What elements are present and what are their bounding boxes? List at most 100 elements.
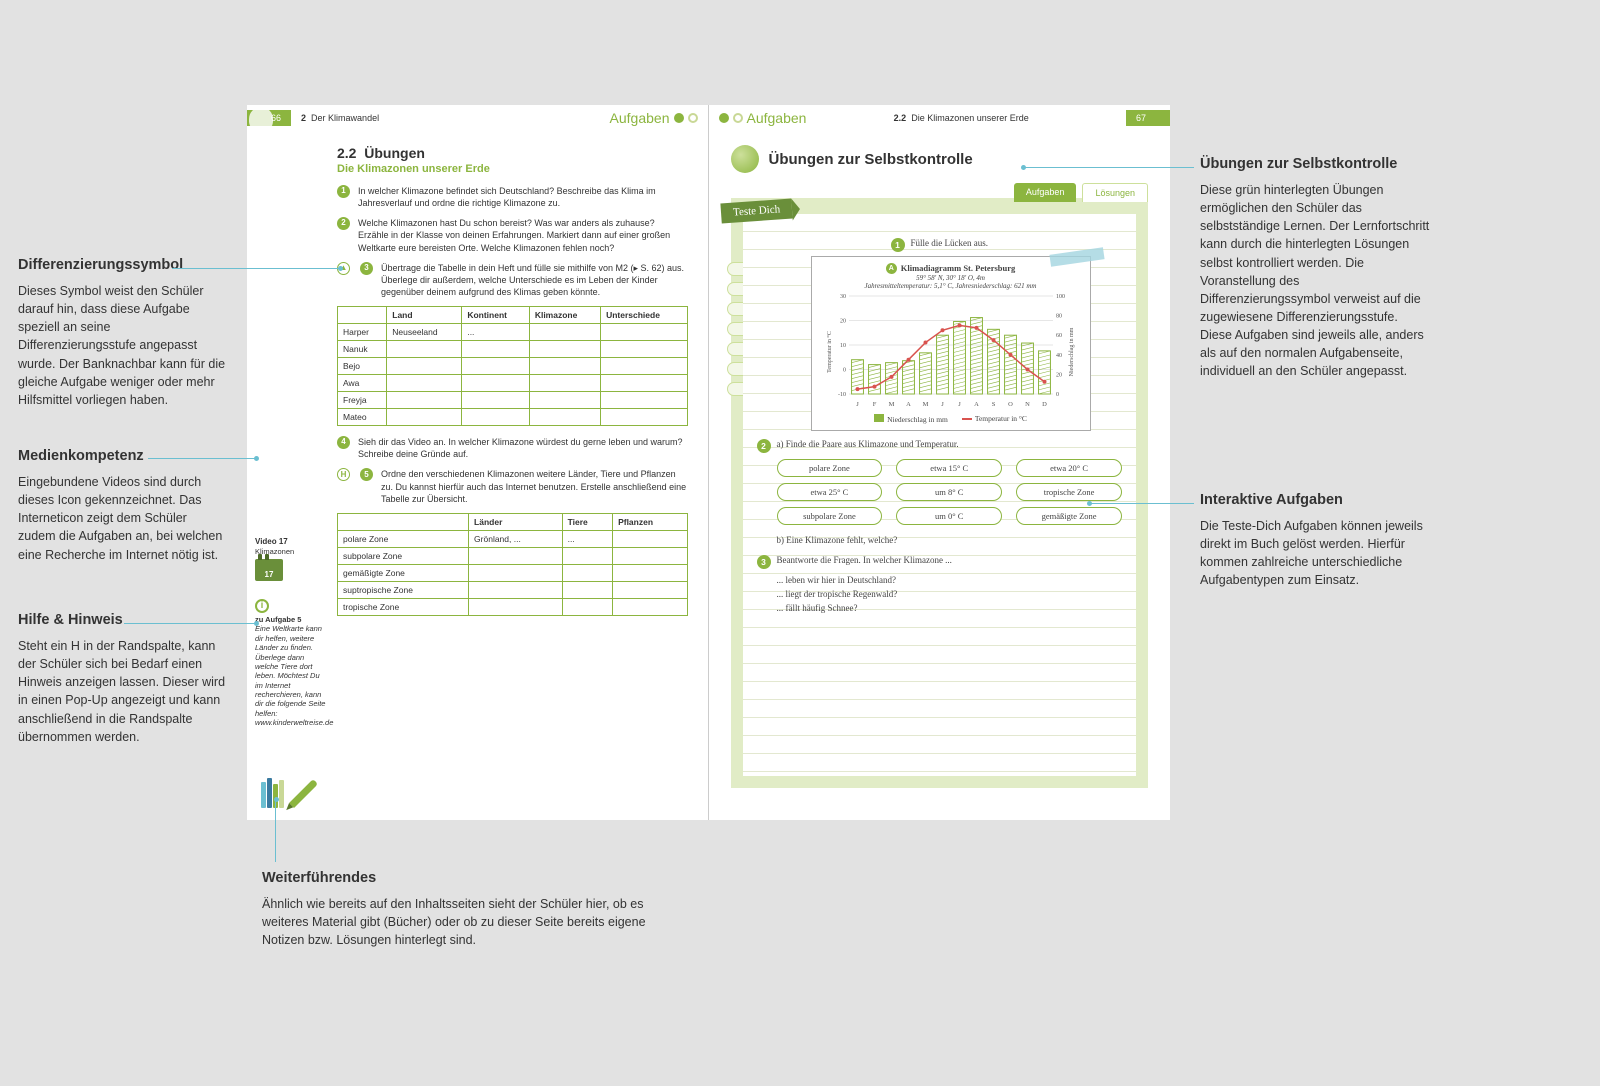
pair-pill[interactable]: gemäßigte Zone bbox=[1016, 507, 1122, 525]
table-cell[interactable] bbox=[562, 564, 612, 581]
dot-icon bbox=[688, 113, 698, 123]
margin-video-block: Video 17 Klimazonen 17 bbox=[255, 537, 329, 584]
svg-text:Niederschlag in mm: Niederschlag in mm bbox=[1069, 327, 1075, 376]
svg-text:A: A bbox=[974, 401, 979, 408]
video-clapper-icon[interactable]: 17 bbox=[255, 559, 283, 581]
table-cell[interactable] bbox=[601, 358, 687, 375]
table-cell[interactable] bbox=[469, 547, 563, 564]
svg-text:40: 40 bbox=[1056, 353, 1062, 359]
exercise-table-1: LandKontinentKlimazoneUnterschiedeHarper… bbox=[337, 306, 688, 426]
page-number-tab: 66 bbox=[247, 110, 291, 126]
table-cell[interactable] bbox=[613, 547, 687, 564]
self-check-panel: 1234567 1 Fülle die Lücken aus. A Klimad… bbox=[731, 198, 1149, 788]
task-number: 5 bbox=[360, 468, 373, 481]
table-cell[interactable] bbox=[462, 341, 529, 358]
tab-aufgaben[interactable]: Aufgaben bbox=[1014, 183, 1077, 202]
question-line[interactable]: ... liegt der tropische Regenwald? bbox=[777, 587, 1123, 601]
table-cell[interactable] bbox=[469, 564, 563, 581]
question-line[interactable]: ... fällt häufig Schnee? bbox=[777, 601, 1123, 615]
dot-icon bbox=[719, 113, 729, 123]
pair-pill[interactable]: polare Zone bbox=[777, 459, 883, 477]
page-right-content: Übungen zur Selbstkontrolle Aufgaben Lös… bbox=[709, 131, 1171, 820]
table-cell[interactable] bbox=[562, 581, 612, 598]
table-cell[interactable] bbox=[529, 409, 600, 426]
pair-pill[interactable]: subpolare Zone bbox=[777, 507, 883, 525]
table-cell[interactable] bbox=[601, 375, 687, 392]
table-cell[interactable] bbox=[387, 358, 462, 375]
svg-text:20: 20 bbox=[840, 319, 846, 325]
table-cell[interactable] bbox=[387, 392, 462, 409]
books-icon[interactable] bbox=[261, 778, 284, 808]
exercise-table-2: LänderTierePflanzenpolare ZoneGrönland, … bbox=[337, 513, 688, 616]
chart-coords: 59° 58' N, 30° 18' O, 4m bbox=[818, 274, 1084, 282]
table-cell: Mateo bbox=[338, 409, 387, 426]
svg-text:M: M bbox=[888, 401, 894, 408]
breadcrumb: 2.2 Die Klimazonen unserer Erde bbox=[894, 113, 1029, 123]
page-number-tab: 67 bbox=[1126, 110, 1170, 126]
table-cell[interactable]: ... bbox=[562, 530, 612, 547]
table-cell[interactable] bbox=[462, 358, 529, 375]
table-cell[interactable] bbox=[529, 375, 600, 392]
svg-text:-10: -10 bbox=[838, 392, 846, 398]
table-cell[interactable]: Neuseeland bbox=[387, 324, 462, 341]
pair-pill[interactable]: um 8° C bbox=[896, 483, 1002, 501]
question-3: 3 Beantworte die Fragen. In welcher Klim… bbox=[757, 555, 1123, 569]
page-header-right: Aufgaben 2.2 Die Klimazonen unserer Erde… bbox=[709, 105, 1171, 131]
svg-text:10: 10 bbox=[840, 343, 846, 349]
table-cell[interactable] bbox=[613, 564, 687, 581]
pair-pill[interactable]: etwa 20° C bbox=[1016, 459, 1122, 477]
table-row: polare ZoneGrönland, ...... bbox=[338, 530, 688, 547]
annotation-differentiation: Differenzierungssymbol Dieses Symbol wei… bbox=[18, 255, 226, 409]
svg-text:J: J bbox=[958, 401, 961, 408]
pair-pill[interactable]: tropische Zone bbox=[1016, 483, 1122, 501]
tab-loesungen[interactable]: Lösungen bbox=[1082, 183, 1148, 202]
table-cell[interactable]: Grönland, ... bbox=[469, 530, 563, 547]
table-cell[interactable]: ... bbox=[462, 324, 529, 341]
table-cell[interactable] bbox=[469, 598, 563, 615]
table-header: Klimazone bbox=[529, 307, 600, 324]
table-cell[interactable] bbox=[529, 341, 600, 358]
question-line[interactable]: ... leben wir hier in Deutschland? bbox=[777, 573, 1123, 587]
table-cell[interactable] bbox=[613, 581, 687, 598]
task-number: 3 bbox=[360, 262, 373, 275]
internet-icon[interactable]: i bbox=[255, 599, 269, 613]
hint-url: www.kinderweltreise.de bbox=[255, 718, 329, 727]
pair-pill[interactable]: um 0° C bbox=[896, 507, 1002, 525]
svg-text:100: 100 bbox=[1056, 294, 1065, 300]
table-cell[interactable] bbox=[462, 392, 529, 409]
task-number: 1 bbox=[337, 185, 350, 198]
table-cell[interactable] bbox=[462, 409, 529, 426]
task-item: 1 In welcher Klimazone befindet sich Deu… bbox=[337, 185, 688, 209]
table-header bbox=[338, 307, 387, 324]
table-row: tropische Zone bbox=[338, 598, 688, 615]
table-cell[interactable] bbox=[469, 581, 563, 598]
table-cell[interactable] bbox=[529, 392, 600, 409]
table-cell[interactable] bbox=[613, 598, 687, 615]
page-number: 67 bbox=[1136, 113, 1146, 123]
table-cell[interactable] bbox=[601, 341, 687, 358]
callout-line bbox=[1090, 503, 1194, 504]
table-cell[interactable] bbox=[613, 530, 687, 547]
table-cell[interactable] bbox=[529, 358, 600, 375]
margin-hint-block: i zu Aufgabe 5 Eine Weltkarte kann dir h… bbox=[255, 597, 329, 728]
table-cell[interactable] bbox=[562, 547, 612, 564]
table-cell[interactable] bbox=[462, 375, 529, 392]
table-cell[interactable] bbox=[387, 341, 462, 358]
table-cell[interactable] bbox=[601, 324, 687, 341]
table-cell[interactable] bbox=[387, 409, 462, 426]
table-cell[interactable] bbox=[601, 392, 687, 409]
table-cell[interactable] bbox=[529, 324, 600, 341]
pair-pill[interactable]: etwa 15° C bbox=[896, 459, 1002, 477]
pencil-icon[interactable] bbox=[289, 779, 318, 808]
self-check-title: Übungen zur Selbstkontrolle bbox=[731, 145, 1149, 173]
pair-pill[interactable]: etwa 25° C bbox=[777, 483, 883, 501]
section-subtitle: Die Klimazonen unserer Erde bbox=[337, 163, 688, 175]
svg-text:0: 0 bbox=[1056, 392, 1059, 398]
table-cell[interactable] bbox=[601, 409, 687, 426]
section-heading: 2.2 Übungen bbox=[337, 145, 688, 161]
table-cell[interactable] bbox=[562, 598, 612, 615]
hint-icon: H bbox=[337, 468, 350, 481]
annotation-media: Medienkompetenz Eingebundene Videos sind… bbox=[18, 446, 226, 564]
table-cell[interactable] bbox=[387, 375, 462, 392]
svg-text:80: 80 bbox=[1056, 314, 1062, 320]
